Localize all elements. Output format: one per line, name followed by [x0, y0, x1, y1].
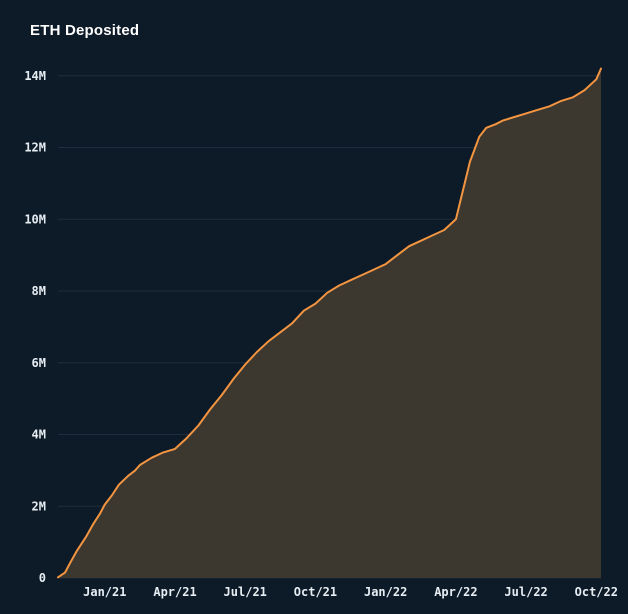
x-tick-label: Jul/21 [224, 585, 267, 599]
x-tick-label: Jul/22 [504, 585, 547, 599]
y-tick-label: 12M [24, 141, 46, 155]
y-tick-label: 2M [32, 499, 46, 513]
x-tick-label: Jan/21 [83, 585, 126, 599]
y-tick-label: 6M [32, 356, 46, 370]
y-tick-label: 4M [32, 428, 46, 442]
chart-title: ETH Deposited [30, 22, 140, 39]
y-tick-label: 8M [32, 284, 46, 298]
x-tick-label: Oct/21 [294, 585, 337, 599]
line-series [57, 67, 602, 579]
x-axis-labels: Jan/21 Apr/21 Jul/21 Oct/21 Jan/22 Apr/22 Jul/… [83, 585, 618, 599]
x-tick-label: Apr/21 [153, 585, 196, 599]
area-fill [58, 68, 601, 578]
y-tick-label: 14M [24, 69, 46, 83]
x-tick-label: Apr/22 [434, 585, 477, 599]
y-axis-labels: 0 2M 4M 6M 8M 10M 12M 14M [24, 69, 46, 585]
x-tick-label: Jan/22 [364, 585, 407, 599]
y-tick-label: 10M [24, 212, 46, 226]
y-tick-label: 0 [39, 571, 46, 585]
x-tick-label: Oct/22 [575, 585, 618, 599]
